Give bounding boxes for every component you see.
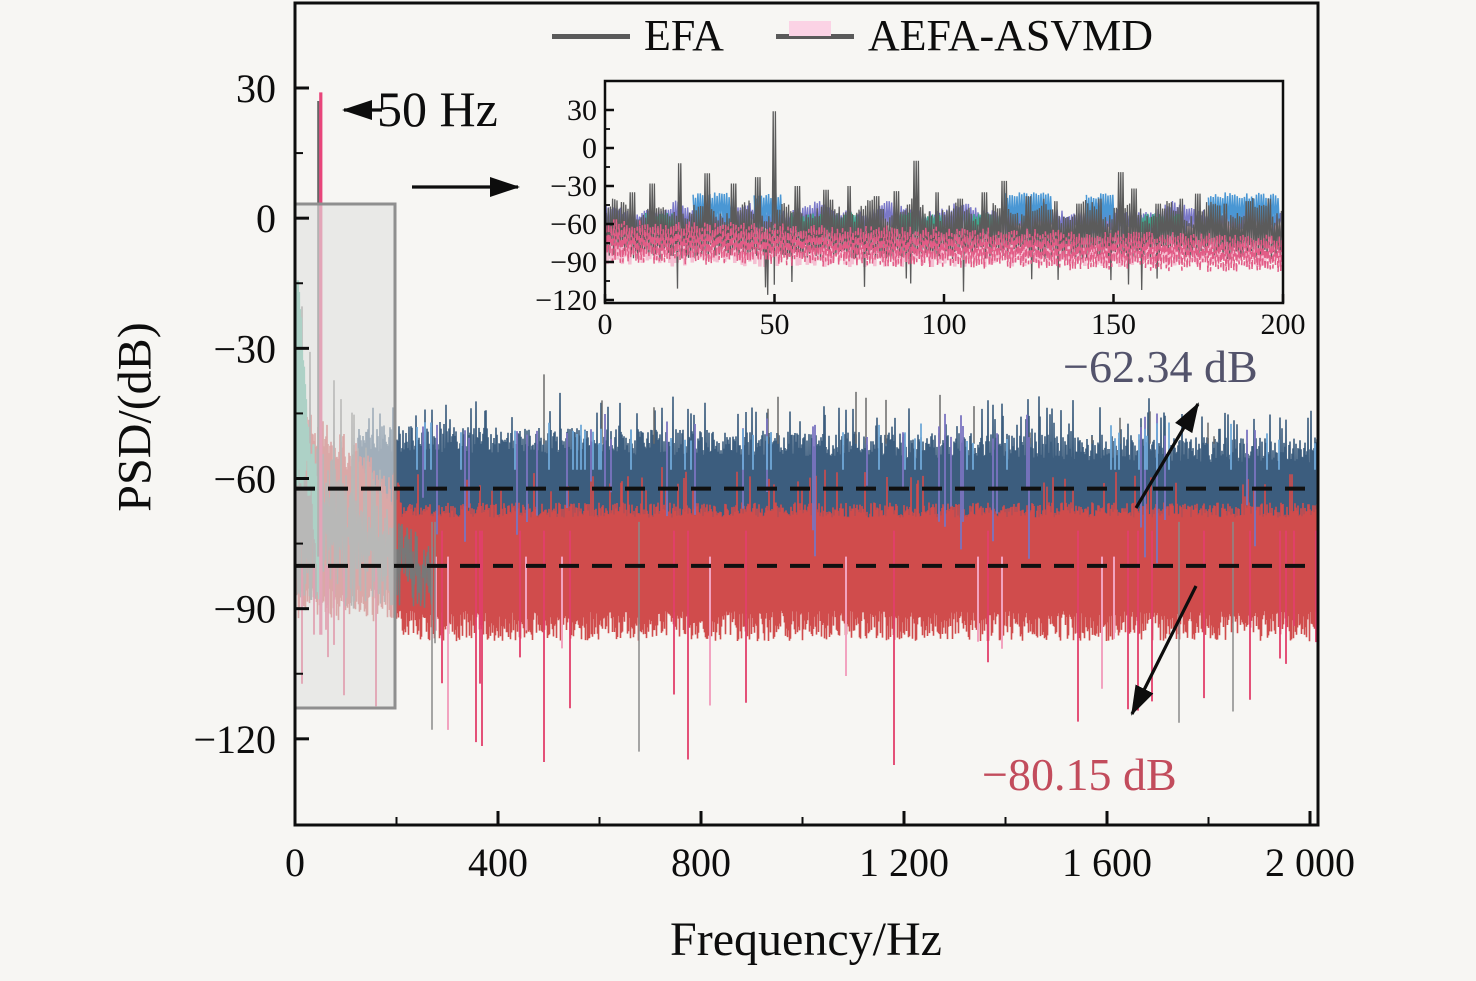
y-axis-title: PSD/(dB) (108, 322, 162, 512)
legend: EFA AEFA-ASVMD (552, 14, 1153, 58)
main-y-tick-label: 30 (236, 66, 276, 111)
annotation-50hz: 50 Hz (377, 81, 498, 137)
annotation-aefa-noise-floor: −80.15 dB (982, 749, 1177, 800)
lightblue-accents-path (416, 422, 1316, 470)
main-x-tick-label: 800 (671, 840, 731, 885)
legend-item-aefa-asvmd: AEFA-ASVMD (775, 11, 1154, 60)
inset-y-tick-label: −60 (550, 208, 597, 241)
inset-aefa-path (605, 219, 1285, 273)
inset-efa-path (605, 111, 1284, 295)
inset-y-tick-label: 0 (582, 132, 597, 165)
annotation-efa-noise-floor: −62.34 dB (1063, 341, 1258, 392)
inset-x-tick-label: 100 (922, 308, 967, 341)
inset-y-tick-label: 30 (567, 94, 597, 127)
arrow-aefa-floor (1130, 585, 1198, 716)
pink-deep-spikes-path (435, 556, 1115, 730)
main-x-tick-label: 2 000 (1265, 840, 1355, 885)
inset-x-tick-label: 200 (1261, 308, 1306, 341)
legend-label-efa: EFA (644, 11, 724, 60)
zoom-region-box (293, 202, 397, 710)
inset-y-tick-label: −30 (550, 170, 597, 203)
aefa-pink-highlight (788, 20, 831, 36)
aefa-asvmd-line-sample (775, 20, 854, 39)
arrow-efa-floor (1134, 402, 1200, 509)
inset-y-tick-label: −120 (535, 284, 597, 317)
legend-label-aefa-asvmd: AEFA-ASVMD (867, 11, 1154, 60)
main-x-tick-label: 1 200 (859, 840, 949, 885)
main-y-tick-label: −120 (193, 717, 276, 762)
inset-y-tick-label: −90 (550, 246, 597, 279)
inset-x-tick-label: 50 (760, 308, 790, 341)
main-x-tick-label: 1 600 (1062, 840, 1152, 885)
main-y-tick-label: −60 (213, 457, 276, 502)
efa-gray-peaks-path (543, 374, 1215, 444)
legend-item-efa: EFA (552, 14, 724, 58)
gray-deep-spikes-path (431, 521, 1234, 752)
efa-line-sample (552, 33, 630, 39)
x-axis-title: Frequency/Hz (670, 913, 942, 966)
inset-x-tick-label: 0 (598, 308, 613, 341)
inset-x-tick-label: 150 (1091, 308, 1136, 341)
main-y-tick-label: −30 (213, 326, 276, 371)
main-x-tick-label: 400 (468, 840, 528, 885)
main-y-tick-label: 0 (256, 196, 276, 241)
main-x-tick-label: 0 (285, 840, 305, 885)
main-y-tick-label: −90 (213, 587, 276, 632)
